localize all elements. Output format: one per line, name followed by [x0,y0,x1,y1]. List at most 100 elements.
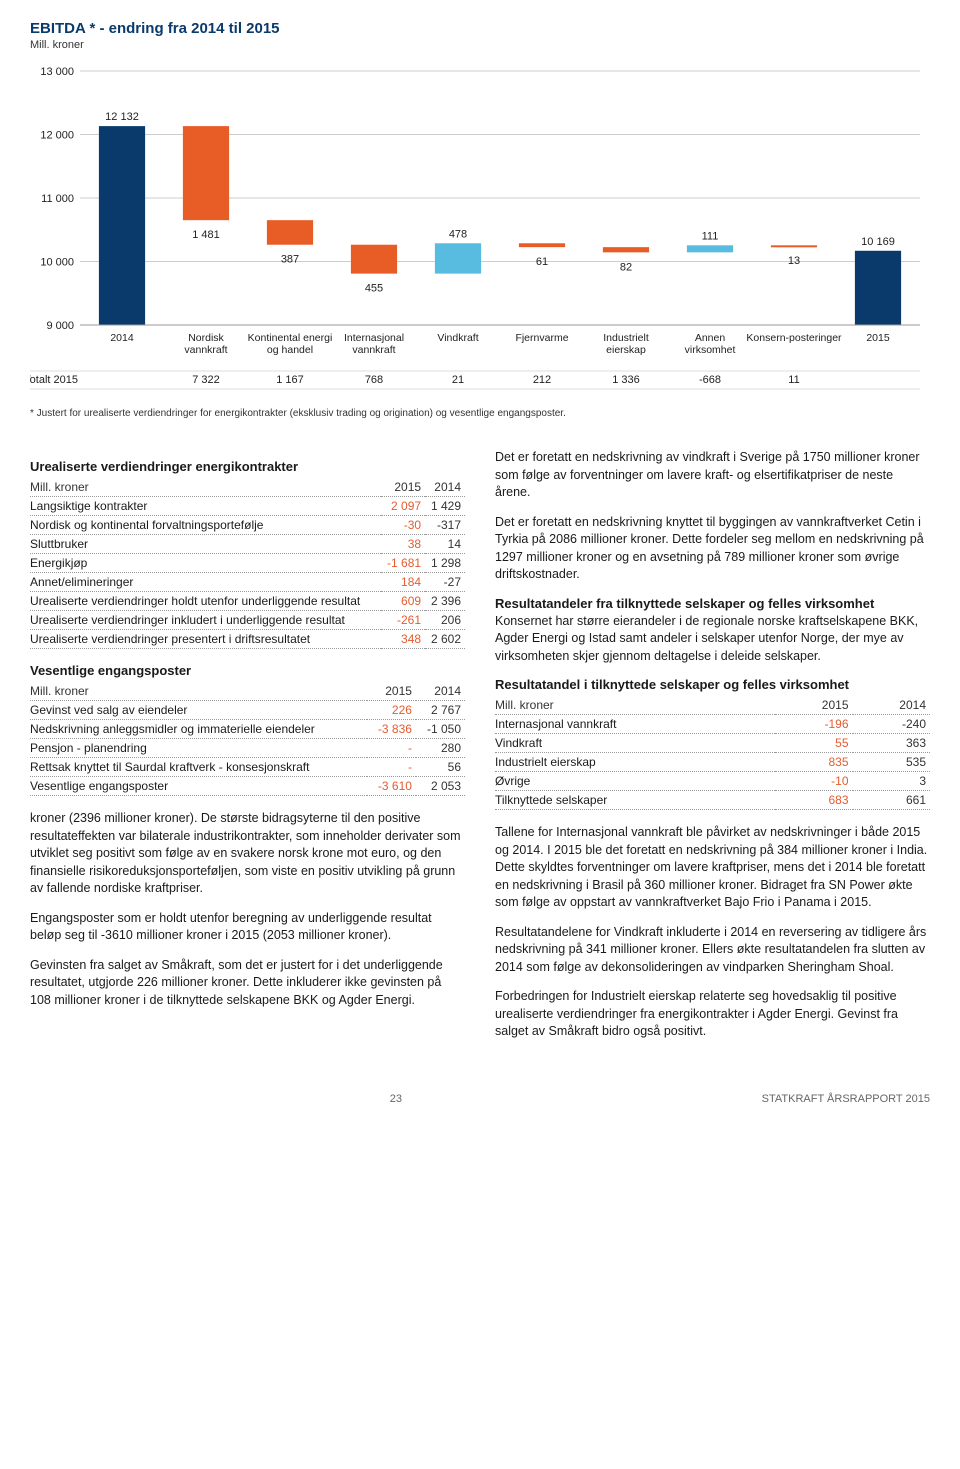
svg-text:-668: -668 [699,374,721,386]
table3: Mill. kroner20152014Internasjonal vannkr… [495,696,930,810]
svg-text:10 169: 10 169 [861,236,895,248]
svg-text:7 322: 7 322 [192,374,220,386]
table-cell: -240 [853,715,931,734]
table-row: Energikjøp-1 6811 298 [30,554,465,573]
chart-subtitle: Mill. kroner [30,39,930,51]
right-section-heading: Resultatandeler fra tilknyttede selskape… [495,596,930,611]
svg-text:13: 13 [788,255,800,267]
svg-text:vannkraft: vannkraft [184,344,227,356]
table-cell: 683 [775,791,852,810]
table-cell: Urealiserte verdiendringer holdt utenfor… [30,592,381,611]
right-paragraphs-1: Det er foretatt en nedskrivning av vindk… [495,449,930,584]
svg-text:virksomhet: virksomhet [685,344,736,356]
right-column: Det er foretatt en nedskrivning av vindk… [495,449,930,1053]
table-cell: Nedskrivning anleggsmidler og immateriel… [30,720,367,739]
table-cell: 3 [853,772,931,791]
table-cell: 661 [853,791,931,810]
svg-text:387: 387 [281,254,299,266]
table-cell: Urealiserte verdiendringer inkludert i u… [30,611,381,630]
body-paragraph: Det er foretatt en nedskrivning av vindk… [495,449,930,502]
table-row: Nordisk og kontinental forvaltningsporte… [30,516,465,535]
svg-text:eierskap: eierskap [606,344,646,356]
svg-text:vannkraft: vannkraft [352,344,395,356]
table-row: Internasjonal vannkraft-196-240 [495,715,930,734]
svg-text:9 000: 9 000 [46,320,74,332]
svg-text:12 132: 12 132 [105,111,139,123]
table-row: Øvrige-103 [495,772,930,791]
table-cell: 609 [381,592,425,611]
svg-text:2015: 2015 [866,332,890,344]
svg-text:10 000: 10 000 [40,257,74,269]
body-paragraph: Tallene for Internasjonal vannkraft ble … [495,824,930,912]
svg-text:Vindkraft: Vindkraft [437,332,478,344]
svg-text:12 000: 12 000 [40,130,74,142]
table-cell: Annet/elimineringer [30,573,381,592]
table-row: Annet/elimineringer184-27 [30,573,465,592]
table-cell: - [367,739,416,758]
svg-text:212: 212 [533,374,551,386]
svg-text:21: 21 [452,374,464,386]
table-row: Rettsak knyttet til Saurdal kraftverk - … [30,758,465,777]
table-cell: Energikjøp [30,554,381,573]
svg-text:11: 11 [788,374,799,386]
right-section-para: Konsernet har større eierandeler i de re… [495,613,930,666]
left-column: Urealiserte verdiendringer energikontrak… [30,449,465,1053]
table-cell: Langsiktige kontrakter [30,497,381,516]
svg-text:11 000: 11 000 [41,193,74,205]
table-header-cell: 2014 [853,696,931,715]
body-paragraph: Engangsposter som er holdt utenfor bereg… [30,910,465,945]
table-cell: 206 [425,611,465,630]
table-cell: Øvrige [495,772,775,791]
svg-text:Totalt 2015: Totalt 2015 [30,374,78,386]
svg-text:Annen: Annen [695,332,726,344]
table-header-cell: Mill. kroner [495,696,775,715]
table-row: Tilknyttede selskaper683661 [495,791,930,810]
svg-text:82: 82 [620,261,632,273]
table-cell: 55 [775,734,852,753]
table-cell: 2 097 [381,497,425,516]
table-cell: Vesentlige engangsposter [30,777,367,796]
body-paragraph: Resultatandelene for Vindkraft inkludert… [495,924,930,977]
table-cell: -317 [425,516,465,535]
table-header-cell: 2015 [381,478,425,497]
table-row: Urealiserte verdiendringer inkludert i u… [30,611,465,630]
table-cell: 363 [853,734,931,753]
chart-footnote: * Justert for urealiserte verdiendringer… [30,408,930,419]
table-header-cell: 2015 [367,682,416,701]
table-cell: 184 [381,573,425,592]
svg-text:Internasjonal: Internasjonal [344,332,404,344]
svg-text:1 481: 1 481 [192,229,220,241]
table-cell: 2 053 [416,777,465,796]
table-row: Vesentlige engangsposter-3 6102 053 [30,777,465,796]
chart-svg: 9 00010 00011 00012 00013 00012 13220141… [30,61,930,401]
table-cell: - [367,758,416,777]
table2-title: Vesentlige engangsposter [30,663,465,678]
table-cell: 56 [416,758,465,777]
page-number: 23 [390,1093,402,1105]
table2: Mill. kroner20152014Gevinst ved salg av … [30,682,465,796]
table-cell: 535 [853,753,931,772]
table-cell: -1 050 [416,720,465,739]
svg-text:Kontinental energi: Kontinental energi [248,332,333,344]
table-row: Urealiserte verdiendringer holdt utenfor… [30,592,465,611]
table-row: Industrielt eierskap835535 [495,753,930,772]
table-cell: 2 602 [425,630,465,649]
body-paragraph: Det er foretatt en nedskrivning knyttet … [495,514,930,584]
table-cell: Sluttbruker [30,535,381,554]
table-cell: 2 396 [425,592,465,611]
table-cell: Internasjonal vannkraft [495,715,775,734]
table-cell: -10 [775,772,852,791]
svg-text:og handel: og handel [267,344,313,356]
page-footer: 23 STATKRAFT ÅRSRAPPORT 2015 [0,1083,960,1125]
table-cell: Vindkraft [495,734,775,753]
table-cell: Nordisk og kontinental forvaltningsporte… [30,516,381,535]
body-paragraph: Gevinsten fra salget av Småkraft, som de… [30,957,465,1010]
table-cell: 38 [381,535,425,554]
table-row: Urealiserte verdiendringer presentert i … [30,630,465,649]
table1-title: Urealiserte verdiendringer energikontrak… [30,459,465,474]
svg-text:Industrielt: Industrielt [603,332,649,344]
table-row: Pensjon - planendring-280 [30,739,465,758]
table-cell: Gevinst ved salg av eiendeler [30,701,367,720]
body-paragraph: kroner (2396 millioner kroner). De størs… [30,810,465,898]
svg-text:61: 61 [536,256,548,268]
